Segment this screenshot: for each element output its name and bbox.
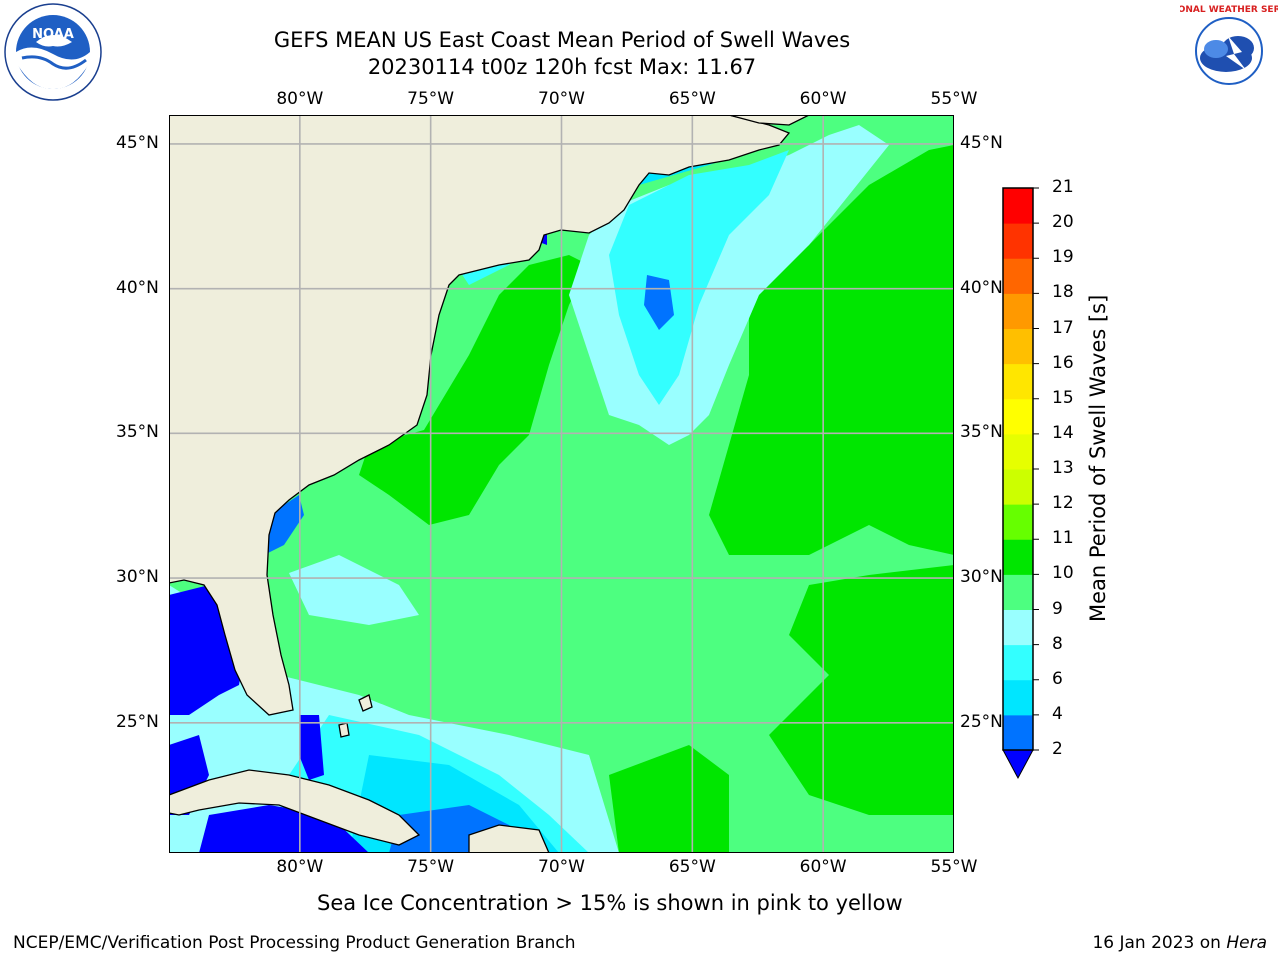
graticule	[169, 115, 954, 853]
colorbar-bin	[1003, 188, 1033, 224]
colorbar-tick-label: 19	[1052, 247, 1074, 268]
lon-label-top: 70°W	[538, 89, 585, 109]
footer-date-text: 16 Jan 2023 on	[1092, 933, 1227, 953]
lat-label-left: 40°N	[116, 277, 159, 298]
footer-branch: NCEP/EMC/Verification Post Processing Pr…	[13, 933, 576, 953]
lon-label-top: 55°W	[930, 89, 978, 109]
lat-label-right: 25°N	[960, 711, 1003, 732]
colorbar-tick-label: 20	[1052, 212, 1074, 233]
lon-label-top: 75°W	[407, 89, 455, 109]
lon-label-bottom: 60°W	[799, 857, 847, 877]
colorbar-tick-label: 21	[1052, 177, 1074, 197]
lon-label-top: 65°W	[668, 89, 716, 109]
sea-ice-note: Sea Ice Concentration > 15% is shown in …	[317, 891, 903, 915]
lat-label-left: 35°N	[116, 422, 159, 443]
colorbar-tick-label: 16	[1052, 352, 1074, 373]
lon-label-bottom: 55°W	[930, 857, 978, 877]
lat-label-right: 45°N	[960, 132, 1003, 153]
colorbar-bin	[1003, 504, 1033, 540]
colorbar-tick-label: 8	[1052, 633, 1063, 654]
lon-label-bottom: 80°W	[276, 857, 324, 877]
colorbar-bin	[1003, 714, 1033, 751]
lon-label-bottom: 75°W	[407, 857, 455, 877]
colorbar-tick-label: 14	[1052, 422, 1074, 443]
lat-label-right: 30°N	[960, 567, 1003, 588]
colorbar-bin	[1003, 293, 1033, 329]
colorbar-tick-label: 15	[1052, 387, 1074, 408]
noaa-logo: NOAA	[4, 3, 102, 101]
colorbar-bin	[1003, 469, 1033, 505]
colorbar-tick-label: 17	[1052, 317, 1074, 338]
colorbar-bin	[1003, 258, 1033, 294]
colorbar-tick-label: 18	[1052, 282, 1074, 303]
colorbar-bin	[1003, 609, 1033, 646]
colorbar-tick-label: 4	[1052, 703, 1063, 724]
colorbar-tick-label: 10	[1052, 563, 1074, 584]
colorbar-tick-label: 2	[1052, 739, 1063, 759]
land	[169, 115, 810, 853]
colorbar-bin	[1003, 679, 1033, 716]
colorbar-bin	[1003, 433, 1033, 470]
lat-label-right: 40°N	[960, 277, 1003, 298]
colorbar-bin	[1003, 539, 1033, 575]
footer-date: 16 Jan 2023 on Hera	[1092, 933, 1267, 953]
colorbar-bin	[1003, 574, 1033, 610]
lon-label-top: 60°W	[799, 89, 847, 109]
lon-label-bottom: 70°W	[538, 857, 585, 877]
lat-label-right: 35°N	[960, 422, 1003, 443]
colorbar-tick-label: 9	[1052, 598, 1063, 619]
colorbar-bin	[1003, 398, 1033, 435]
colorbar-title: Mean Period of Swell Waves [s]	[1086, 294, 1110, 622]
colorbar-bin	[1003, 328, 1033, 365]
chart-subtitle: 20230114 t00z 120h fcst Max: 11.67	[367, 55, 757, 79]
lat-label-left: 25°N	[116, 711, 159, 732]
colorbar-bin	[1003, 223, 1033, 259]
lat-label-left: 30°N	[116, 567, 159, 588]
colorbar-extension	[1002, 749, 1034, 780]
swell-period-map	[169, 115, 954, 853]
nws-logo: NATIONAL WEATHER SERVICE	[1180, 4, 1278, 98]
colorbar-tick-label: 13	[1052, 458, 1074, 478]
footer-host: Hera	[1226, 933, 1267, 953]
noaa-logo-text: NOAA	[32, 27, 74, 42]
chart-title: GEFS MEAN US East Coast Mean Period of S…	[273, 28, 851, 52]
contour-10-11s-north	[359, 145, 954, 853]
colorbar	[1002, 187, 1039, 780]
nws-ring-text: NATIONAL WEATHER SERVICE	[1180, 5, 1278, 15]
colorbar-tick-label: 12	[1052, 493, 1074, 514]
colorbar-bin	[1003, 644, 1033, 681]
colorbar-tick-label: 6	[1052, 668, 1063, 689]
lat-label-left: 45°N	[116, 132, 159, 153]
lon-label-bottom: 65°W	[668, 857, 716, 877]
colorbar-bin	[1003, 363, 1033, 400]
colorbar-tick-label: 11	[1052, 528, 1074, 549]
lon-label-top: 80°W	[276, 89, 324, 109]
